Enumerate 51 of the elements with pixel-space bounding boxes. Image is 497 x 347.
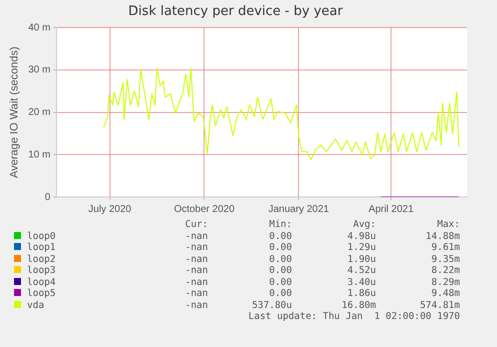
legend-label: loop4 xyxy=(26,276,57,288)
x-tick-label: April 2021 xyxy=(368,204,414,215)
y-tick-label: 20 m xyxy=(28,107,50,118)
text: -nan xyxy=(184,230,209,242)
text: 1.86u xyxy=(346,288,377,300)
text: 9.35m xyxy=(430,254,461,265)
text: Cur: xyxy=(184,219,209,230)
legend-label: loop1 xyxy=(26,242,57,254)
text: 0.00 xyxy=(268,276,293,288)
legend-label: vda xyxy=(26,300,46,311)
text: 1.29u xyxy=(346,242,377,254)
y-tick-label: 10 m xyxy=(28,149,50,160)
text: Max: xyxy=(436,219,461,230)
text: -nan xyxy=(184,242,209,254)
legend-label: loop2 xyxy=(26,254,57,265)
text: Min: xyxy=(268,219,293,230)
text: 0.00 xyxy=(268,230,293,242)
text: 16.80m xyxy=(340,300,377,311)
y-tick-label: 0 xyxy=(44,192,51,203)
chart-title: Disk latency per device - by year xyxy=(128,4,344,20)
text: -nan xyxy=(184,265,209,276)
text: 574.81m xyxy=(418,300,461,311)
text: 9.48m xyxy=(430,288,461,300)
text: 0.00 xyxy=(268,288,293,300)
text: Avg: xyxy=(352,219,377,230)
x-tick-label: January 2021 xyxy=(268,204,330,215)
text: 0.00 xyxy=(268,242,293,254)
text: 4.52u xyxy=(346,265,377,276)
text: 8.29m xyxy=(430,276,461,288)
text: 537.80u xyxy=(250,300,293,311)
text: 4.98u xyxy=(346,230,377,242)
text: -nan xyxy=(184,300,209,311)
legend-label: loop5 xyxy=(26,288,57,300)
text: -nan xyxy=(184,276,209,288)
text: -nan xyxy=(184,288,209,300)
text: 0.00 xyxy=(268,265,293,276)
text: Last update: Thu Jan 1 02:00:00 1970 xyxy=(247,311,461,322)
text: 9.61m xyxy=(430,242,461,254)
legend-label: loop0 xyxy=(26,230,57,242)
legend-label: loop3 xyxy=(26,265,57,276)
text: 0.00 xyxy=(268,254,293,265)
text: -nan xyxy=(184,254,209,265)
y-tick-label: 30 m xyxy=(28,64,50,76)
y-tick-label: 40 m xyxy=(28,22,50,34)
text: 3.40u xyxy=(346,276,377,288)
text: 14.88m xyxy=(424,230,461,242)
x-tick-label: July 2020 xyxy=(88,204,132,215)
text: 1.90u xyxy=(346,254,377,265)
y-axis-title: Average IO Wait (seconds) xyxy=(8,46,21,178)
x-tick-label: October 2020 xyxy=(174,204,235,215)
text: 8.22m xyxy=(430,265,461,276)
